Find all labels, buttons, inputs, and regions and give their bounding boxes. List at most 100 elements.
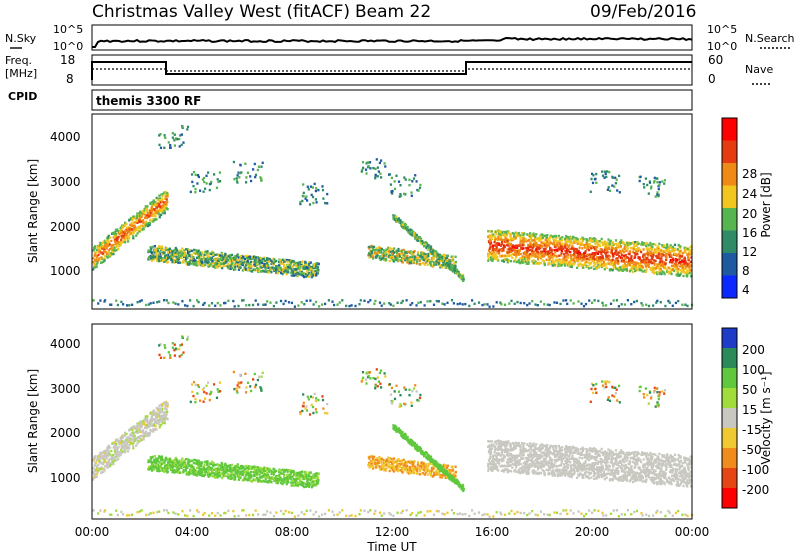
power-cell — [413, 255, 417, 258]
power-cell — [493, 252, 496, 256]
velocity-cell — [154, 413, 157, 417]
power-cell — [302, 264, 305, 268]
power-cell — [437, 300, 440, 303]
power-cell — [179, 134, 182, 137]
velocity-cell — [193, 458, 196, 462]
velocity-cell — [142, 437, 145, 441]
power-cell — [654, 243, 657, 246]
power-cell — [444, 254, 447, 257]
power-cell — [554, 239, 557, 242]
power-scatter-group — [92, 125, 694, 308]
power-cell — [207, 255, 210, 258]
freq-label-line1: Freq. — [5, 54, 32, 67]
power-cell — [411, 302, 414, 305]
power-cell — [600, 265, 603, 269]
velocity-cell — [158, 407, 161, 410]
power-cell — [316, 266, 320, 269]
power-cell — [459, 276, 462, 279]
power-cell — [648, 249, 651, 252]
power-cell — [639, 248, 642, 252]
power-cell — [508, 302, 511, 305]
power-cell — [526, 255, 529, 258]
power-cell — [409, 251, 412, 255]
power-cell — [539, 237, 542, 240]
power-cell — [186, 249, 190, 252]
power-cell — [536, 247, 540, 250]
power-cell — [597, 299, 600, 303]
power-cbar-tick-8: 8 — [742, 264, 750, 278]
power-cell — [239, 262, 242, 265]
power-colorbar — [722, 118, 737, 299]
power-cell — [95, 251, 98, 254]
power-cell — [110, 303, 113, 306]
power-cell — [403, 253, 406, 256]
power-cell — [150, 214, 153, 217]
power-cell — [535, 247, 538, 251]
power-cell — [488, 230, 491, 233]
power-cell — [523, 257, 526, 261]
power-cell — [529, 245, 532, 248]
power-cell — [441, 258, 444, 261]
power-cell — [129, 216, 133, 220]
power-cell — [199, 261, 202, 265]
power-cell — [257, 303, 260, 306]
power-cell — [161, 192, 164, 196]
power-cell — [210, 302, 214, 305]
power-cell — [538, 255, 541, 258]
power-cell — [92, 268, 95, 271]
power-cell — [541, 253, 544, 256]
velocity-cell — [119, 453, 122, 456]
power-cell — [380, 304, 383, 307]
power-cell — [627, 242, 630, 245]
power-cell — [266, 300, 269, 303]
power-cell — [143, 211, 146, 215]
power-cell — [649, 267, 652, 270]
power-cell — [644, 242, 647, 245]
power-cell — [620, 268, 623, 271]
power-cell — [97, 259, 100, 262]
power-cell — [240, 263, 243, 266]
power-cell — [613, 266, 616, 269]
power-cell — [572, 262, 576, 266]
power-cell — [269, 301, 272, 304]
power-cell — [303, 267, 306, 270]
velocity-cell — [198, 469, 201, 472]
power-cell — [392, 260, 395, 263]
power-cell — [600, 252, 603, 255]
velocity-cell — [126, 438, 129, 441]
velocity-cell — [186, 466, 189, 469]
power-cell — [279, 262, 282, 265]
power-cell — [689, 245, 692, 249]
power-cell — [138, 214, 142, 218]
power-cell — [683, 256, 686, 259]
power-cell — [662, 271, 666, 274]
velocity-cell — [130, 432, 133, 435]
power-cell — [577, 251, 580, 254]
power-cell — [537, 258, 540, 261]
velocity-cell — [101, 451, 104, 455]
power-cell — [529, 241, 532, 244]
velocity-cell — [160, 462, 164, 466]
power-cell — [290, 268, 293, 271]
power-cell — [647, 262, 651, 266]
power-cell — [373, 245, 376, 249]
power-cell — [103, 248, 106, 251]
power-cell — [385, 248, 388, 251]
power-cell — [243, 268, 246, 271]
power-cell — [481, 303, 484, 307]
power-cbar-tick-4: 4 — [742, 283, 750, 297]
velocity-cell — [110, 457, 113, 460]
velocity-cell — [132, 434, 135, 437]
power-cell — [405, 227, 408, 230]
power-cell — [618, 246, 621, 249]
power-cell — [229, 257, 232, 260]
velocity-cell — [129, 426, 133, 430]
power-cell — [383, 162, 386, 165]
power-cell — [672, 258, 675, 262]
power-cell — [557, 234, 560, 238]
power-cell — [132, 215, 135, 218]
power-cell — [416, 251, 420, 254]
power-cell — [634, 262, 637, 266]
power-cell — [283, 271, 286, 274]
power-cell — [538, 251, 542, 255]
